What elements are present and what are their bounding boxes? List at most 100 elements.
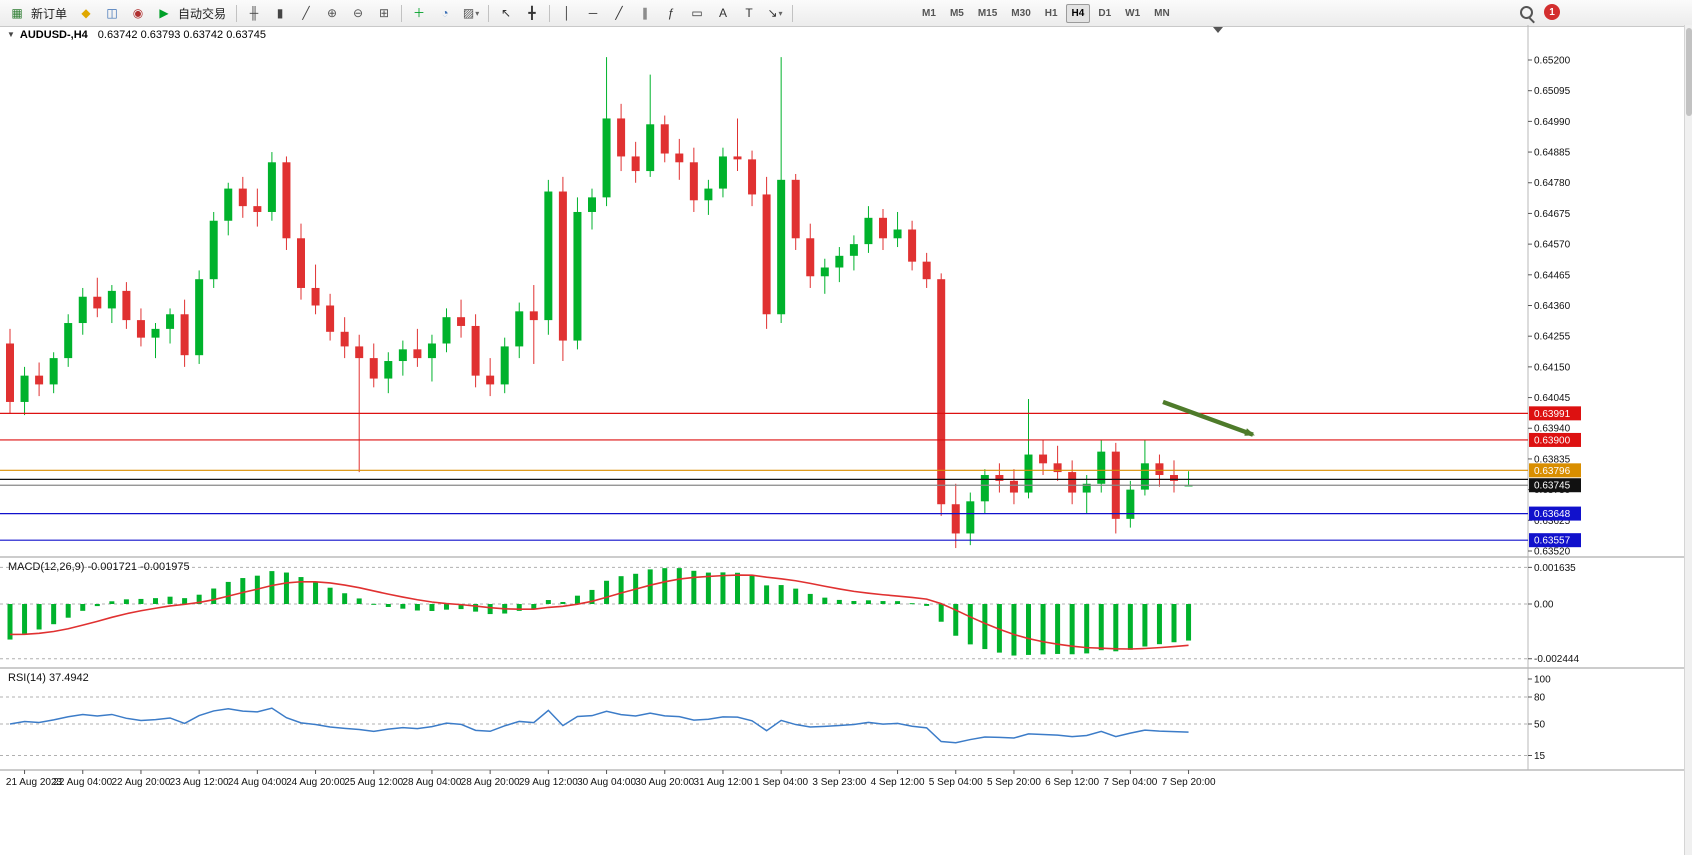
toolbar-separator [401,4,403,22]
crosshair-button[interactable]: ╋ [520,2,544,24]
candle-body [1009,480,1018,493]
bar-chart-icon: ╫ [249,6,259,20]
time-axis-label: 24 Aug 04:00 [228,777,287,788]
rsi-line [9,707,1189,744]
shapes-button[interactable]: ▭ [685,2,709,24]
support-line[interactable]: 0.63648 [0,506,1581,521]
rsi-tick-label: 100 [1534,675,1551,686]
templates-icon: ▨ [462,6,475,20]
templates-button[interactable]: ▨ ▾ [459,2,483,24]
arrows-button[interactable]: ↘ ▾ [763,2,787,24]
candle-body [6,343,14,402]
timeframe-m1-button[interactable]: M1 [922,7,936,19]
fibonacci-button[interactable]: ƒ [659,2,683,24]
tile-windows-button[interactable]: ⊞ [372,2,396,24]
candlestick-chart-button[interactable]: ▮ [268,2,292,24]
channel-button[interactable]: ∥ [633,2,657,24]
chart-shift-marker[interactable] [1213,27,1223,33]
candlestick-chart-icon: ▮ [276,6,284,20]
strategy-tester-button[interactable]: ◉ [126,2,150,24]
alerts-button[interactable]: ◆ [74,2,98,24]
collapse-chart-icon[interactable]: ▼ [7,30,15,39]
price-tag-label: 0.63900 [1534,435,1571,446]
time-axis-label: 29 Aug 12:00 [519,777,578,788]
trendline-button[interactable]: ╱ [607,2,631,24]
time-axis-label: 7 Sep 04:00 [1103,777,1157,788]
chart-canvas[interactable]: 0.65200 0.65095 0.64990 0.64885 0.64780 0.646… [0,25,1692,855]
shapes-icon: ▭ [691,6,703,20]
resistance-line[interactable]: 0.63900 [0,432,1581,447]
candle-body [471,325,480,376]
channel-icon: ∥ [642,6,649,20]
timeframe-d1-button[interactable]: D1 [1098,7,1112,19]
timeframe-h4-button[interactable]: H4 [1065,3,1091,23]
vertical-scrollbar[interactable] [1684,25,1692,855]
candle-body [297,238,305,288]
level-line[interactable]: 0.63796 [0,463,1581,478]
text-label-button[interactable]: T [737,2,761,24]
time-axis-label: 31 Aug 12:00 [693,777,752,788]
time-axis-label: 4 Sep 12:00 [871,777,925,788]
notification-badge[interactable]: 1 [1544,4,1560,20]
price-tick-label: 0.63940 [1534,424,1571,435]
rsi-indicator-label: RSI(14) 37.4942 [8,672,89,684]
candle-body [966,501,975,534]
candles [6,57,1193,549]
zoom-out-button[interactable]: ⊖ [346,2,370,24]
timeframe-m30-button[interactable]: M30 [1011,7,1031,19]
autotrading-label[interactable]: 自动交易 [178,6,227,21]
scrollbar-thumb[interactable] [1686,28,1692,116]
bid-price[interactable]: 0.63745 [0,478,1581,493]
horizontal-line-button[interactable]: ─ [581,2,605,24]
price-tag [1529,406,1581,421]
resistance-line[interactable]: 0.63991 [0,406,1581,421]
zoom-in-button[interactable]: ⊕ [320,2,344,24]
macd-tick-label: -0.002444 [1534,654,1579,665]
candle-body [78,296,87,324]
dropdown-arrow-icon: ▾ [475,8,480,18]
indicators-icon: ＋ [413,6,426,20]
new-order-label[interactable]: 新订单 [31,6,68,21]
indicators-button[interactable]: ＋ [407,2,431,24]
price-tag [1529,533,1581,548]
price-tick-label: 0.64990 [1534,117,1571,128]
candle-body [1024,454,1033,493]
timeframe-h1-button[interactable]: H1 [1044,7,1058,19]
symbol-name: AUDUSD-,H4 [19,29,88,41]
text-button[interactable]: A [711,2,735,24]
candle-body [311,287,320,306]
new-order-button[interactable]: ▦ [5,2,29,24]
new-order-icon: ▦ [11,6,23,20]
candle-body [136,320,145,338]
timeframe-w1-button[interactable]: W1 [1125,7,1141,19]
market-watch-icon: ◫ [106,6,118,20]
vertical-line-button[interactable]: │ [555,2,579,24]
candle-body [646,124,655,172]
candle-body [908,229,917,262]
horizontal-line-icon: ─ [588,6,598,20]
candle-body [326,305,335,332]
candle-body [224,188,233,221]
support-line[interactable]: 0.63557 [0,533,1581,548]
candle-body [340,331,349,347]
macd-tick-label: 0.00 [1534,600,1554,611]
line-chart-button[interactable]: ╱ [294,2,318,24]
bar-chart-button[interactable]: ╫ [242,2,266,24]
period-clock-button[interactable]: ◔ [433,2,457,24]
toolbar-separator [549,4,551,22]
trendline-icon: ╱ [615,6,623,20]
candle-body [413,349,422,359]
autotrading-button[interactable]: ▶ [152,2,176,24]
line-chart-icon: ╱ [302,6,310,20]
candle-body [369,358,378,379]
price-tag-label: 0.63796 [1534,466,1571,477]
vertical-line-icon: │ [563,6,571,20]
candle-body [1053,463,1062,473]
timeframe-m5-button[interactable]: M5 [949,7,964,19]
cursor-button[interactable]: ↖ [494,2,518,24]
timeframe-m15-button[interactable]: M15 [977,7,998,19]
timeframe-mn-button[interactable]: MN [1154,7,1170,19]
search-icon[interactable] [1520,6,1533,19]
arrow-annotation[interactable] [1162,399,1255,437]
market-watch-button[interactable]: ◫ [100,2,124,24]
